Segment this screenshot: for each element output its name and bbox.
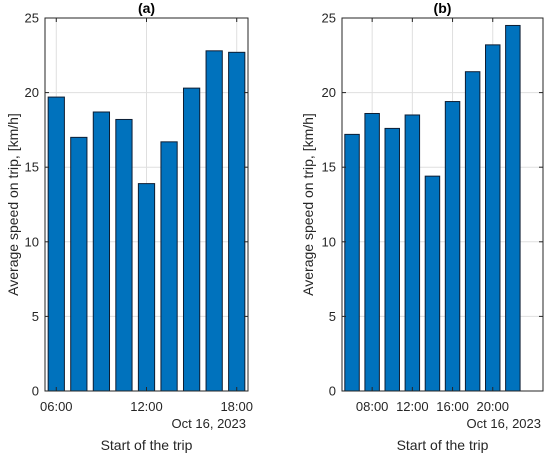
bar-7 xyxy=(182,87,201,392)
bar-4 xyxy=(115,118,133,392)
y-tick-label: 15 xyxy=(25,160,39,175)
y-tick-label: 25 xyxy=(25,11,39,26)
bar-6 xyxy=(444,101,461,392)
bar-2 xyxy=(364,112,380,392)
x-tick-label: 16:00 xyxy=(436,399,469,414)
x-tick-label: 20:00 xyxy=(476,399,509,414)
chart-panel-a: 0 5 10 15 20 25 06:00 12:00 18:00 Oct 16, 2023 Sta… xyxy=(5,0,253,453)
x-tick-label: 12:00 xyxy=(130,399,163,414)
chart-panel-b: 0 5 10 15 20 25 08:00 12:00 16:00 20:00 Oct 16, 20… xyxy=(300,0,544,453)
y-axis-label: Average speed on trip, [km/h] xyxy=(5,113,21,296)
x-date-label: Oct 16, 2023 xyxy=(467,416,541,431)
y-tick-label: 0 xyxy=(329,384,336,399)
y-tick-label: 25 xyxy=(322,11,336,26)
y-tick-label: 5 xyxy=(329,309,336,324)
y-tick-label: 0 xyxy=(32,384,39,399)
bar-1 xyxy=(47,96,65,392)
bar-8 xyxy=(485,44,501,392)
bar-4 xyxy=(404,114,421,392)
y-tick-label: 5 xyxy=(32,309,39,324)
x-axis-label: Start of the trip xyxy=(397,437,489,453)
y-tick-label: 10 xyxy=(25,234,39,249)
y-tick-label: 20 xyxy=(322,85,336,100)
x-tick-label: 06:00 xyxy=(40,399,73,414)
bar-3 xyxy=(92,111,111,392)
bar-8 xyxy=(205,50,223,392)
bar-1 xyxy=(344,133,360,392)
bar-5 xyxy=(137,183,156,392)
y-tick-label: 10 xyxy=(322,234,336,249)
bar-7 xyxy=(464,71,481,392)
bar-9 xyxy=(505,24,521,392)
chart-title: (a) xyxy=(138,0,155,16)
axes-frame xyxy=(341,17,544,392)
bar-2 xyxy=(70,136,88,392)
x-tick-label: 12:00 xyxy=(396,399,429,414)
x-tick-label: 18:00 xyxy=(220,399,253,414)
x-date-label: Oct 16, 2023 xyxy=(172,416,246,431)
bar-6 xyxy=(160,141,178,392)
bar-3 xyxy=(384,127,400,392)
bar-9 xyxy=(228,51,246,392)
y-tick-label: 20 xyxy=(25,85,39,100)
bar-5 xyxy=(424,175,441,392)
y-tick-label: 15 xyxy=(322,160,336,175)
x-axis-label: Start of the trip xyxy=(101,437,193,453)
x-tick-label: 08:00 xyxy=(356,399,389,414)
chart-title: (b) xyxy=(434,0,452,16)
y-axis-label: Average speed on trip, [km/h] xyxy=(300,113,316,296)
